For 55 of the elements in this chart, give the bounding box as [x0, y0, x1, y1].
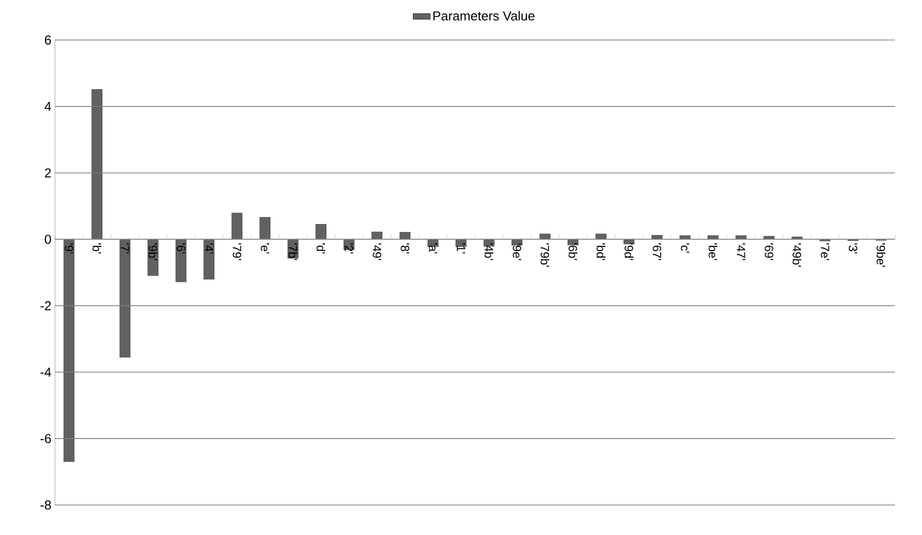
bar	[92, 89, 102, 240]
x-tick-label: 'e'	[260, 243, 270, 254]
x-tick-label: '6'	[176, 243, 186, 254]
x-tick-label: 'd'	[316, 243, 326, 254]
bar	[232, 212, 242, 240]
bar	[540, 234, 551, 240]
x-tick-label: '69'	[764, 243, 774, 260]
x-tick-label: '7b'	[288, 243, 298, 260]
bar	[400, 232, 411, 240]
x-tick-label: '79'	[232, 243, 242, 260]
y-tick-label: 0	[44, 234, 51, 244]
x-tick-label: '8'	[400, 243, 410, 254]
x-tick-label: '2'	[344, 243, 354, 254]
bar	[372, 232, 383, 240]
x-tick-label: '7e'	[820, 243, 830, 260]
y-tick-label: 2	[44, 168, 51, 178]
bar	[176, 239, 186, 282]
x-tick-label: 'a'	[428, 243, 438, 254]
bar	[596, 234, 607, 240]
x-tick-label: '79b'	[540, 243, 550, 267]
x-tick-label: '9be'	[876, 243, 886, 267]
bar	[204, 239, 214, 280]
bar	[64, 239, 74, 462]
x-tick-label: '9e'	[512, 243, 522, 260]
legend-label: Parameters Value	[433, 10, 534, 20]
y-tick-label: -8	[40, 500, 51, 510]
x-tick-label: '7'	[120, 243, 130, 254]
bar	[624, 239, 635, 244]
y-tick-label: -6	[40, 434, 51, 444]
y-tick-label: 4	[44, 102, 52, 111]
x-tick-label: '3'	[848, 243, 858, 254]
x-tick-label: 'c'	[680, 243, 690, 253]
x-tick-label: '49b'	[792, 243, 802, 267]
x-tick-label: '9d'	[624, 243, 634, 260]
bar	[316, 224, 327, 240]
x-tick-label: '49'	[372, 243, 382, 260]
x-tick-label: 'b'	[92, 243, 102, 254]
y-tick-label: -2	[40, 301, 51, 310]
bar	[652, 234, 663, 240]
x-tick-label: 'bd'	[596, 243, 606, 260]
x-tick-label: '47'	[736, 243, 746, 260]
y-tick-label: 6	[44, 35, 51, 45]
y-tick-label: -4	[40, 368, 52, 377]
x-tick-label: '9'	[64, 243, 74, 254]
x-tick-label: '1'	[456, 243, 466, 254]
x-tick-label: '4b'	[484, 243, 494, 260]
x-tick-label: '6b'	[568, 243, 578, 260]
bar	[120, 239, 130, 358]
bar	[792, 236, 803, 240]
bar	[764, 236, 775, 240]
x-tick-label: '67'	[652, 243, 662, 260]
x-tick-label: 'be'	[708, 243, 718, 260]
x-tick-label: '9b'	[148, 243, 158, 260]
bar	[260, 217, 270, 240]
x-tick-label: '4'	[204, 243, 214, 254]
